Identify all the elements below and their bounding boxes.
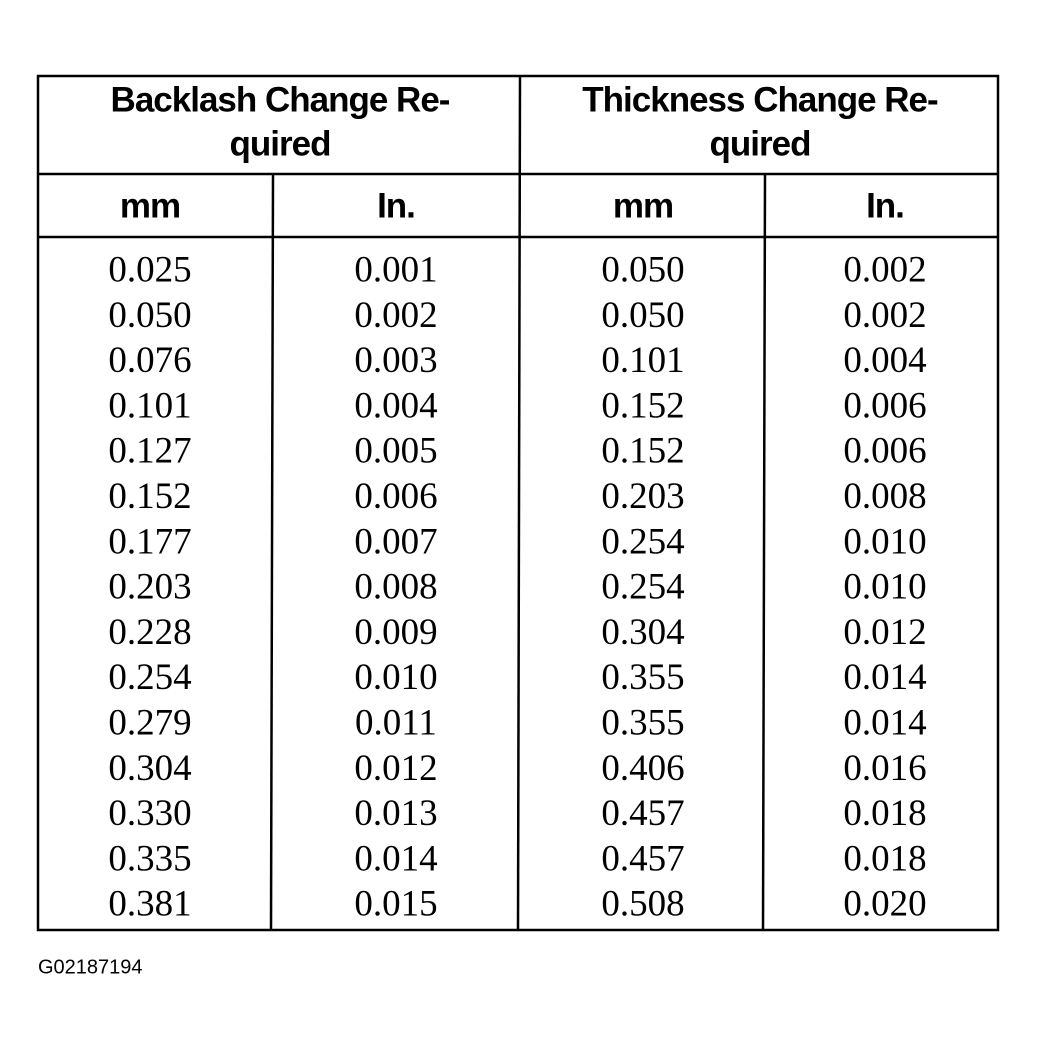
group-header: Backlash Change Re- (111, 80, 450, 119)
column-divider (269, 173, 275, 931)
group-header: quired (230, 124, 331, 163)
table-cell: 0.203 (601, 476, 684, 517)
table-cell: 0.457 (601, 793, 684, 834)
table-cell: 0.355 (601, 657, 684, 698)
column-divider (761, 173, 767, 931)
table-cell: 0.003 (354, 340, 437, 381)
table-cell: 0.006 (843, 385, 926, 426)
table-cell: 0.004 (843, 340, 926, 381)
table-cell: 0.013 (354, 793, 437, 834)
table-cell: 0.152 (601, 385, 684, 426)
table-cell: 0.015 (354, 884, 437, 925)
table-cell: 0.203 (108, 567, 191, 608)
table-cell: 0.012 (843, 612, 926, 653)
column-header: In. (866, 186, 904, 225)
table-cell: 0.010 (354, 657, 437, 698)
group-divider (516, 75, 522, 931)
table-cell: 0.228 (108, 612, 191, 653)
table-cell: 0.002 (843, 249, 926, 290)
table-cell: 0.014 (354, 838, 437, 879)
table-cell: 0.076 (108, 340, 191, 381)
figure-id: G02187194 (38, 956, 143, 978)
table-cell: 0.254 (108, 657, 191, 698)
table-cell: 0.152 (601, 431, 684, 472)
table-cell: 0.008 (843, 476, 926, 517)
table-cell: 0.016 (843, 748, 926, 789)
table-cell: 0.335 (108, 838, 191, 879)
table-cell: 0.006 (843, 431, 926, 472)
table-cell: 0.009 (354, 612, 437, 653)
table-cell: 0.010 (843, 521, 926, 562)
table-cell: 0.002 (354, 295, 437, 336)
table-cell: 0.006 (354, 476, 437, 517)
table-cell: 0.508 (601, 884, 684, 925)
table-cell: 0.007 (354, 521, 437, 562)
table-cell: 0.177 (108, 521, 191, 562)
table-cell: 0.018 (843, 793, 926, 834)
table-cell: 0.010 (843, 567, 926, 608)
column-header: mm (120, 186, 180, 225)
column-header: In. (377, 186, 415, 225)
table-cell: 0.355 (601, 702, 684, 743)
table-cell: 0.406 (601, 748, 684, 789)
table-cell: 0.012 (354, 748, 437, 789)
table-cell: 0.025 (108, 249, 191, 290)
group-header: Thickness Change Re- (582, 80, 938, 119)
table-cell: 0.101 (601, 340, 684, 381)
table-cell: 0.457 (601, 838, 684, 879)
table-cell: 0.001 (354, 249, 437, 290)
table-cell: 0.005 (354, 431, 437, 472)
table-cell: 0.101 (108, 385, 191, 426)
table-cell: 0.018 (843, 838, 926, 879)
table-cell: 0.014 (843, 702, 926, 743)
table-cell: 0.381 (108, 884, 191, 925)
table-cell: 0.011 (355, 702, 437, 743)
table-cell: 0.330 (108, 793, 191, 834)
table-cell: 0.254 (601, 567, 684, 608)
table-cell: 0.127 (108, 431, 191, 472)
table-cell: 0.279 (108, 702, 191, 743)
table-cell: 0.254 (601, 521, 684, 562)
table-cell: 0.008 (354, 567, 437, 608)
table-cell: 0.304 (601, 612, 684, 653)
column-header: mm (613, 186, 673, 225)
table-cell: 0.050 (601, 295, 684, 336)
table-cell: 0.152 (108, 476, 191, 517)
table-cell: 0.002 (843, 295, 926, 336)
table-cell: 0.004 (354, 385, 437, 426)
group-header: quired (710, 124, 811, 163)
table-cell: 0.050 (108, 295, 191, 336)
table-cell: 0.014 (843, 657, 926, 698)
table-cell: 0.304 (108, 748, 191, 789)
table-cell: 0.050 (601, 249, 684, 290)
table-cell: 0.020 (843, 884, 926, 925)
